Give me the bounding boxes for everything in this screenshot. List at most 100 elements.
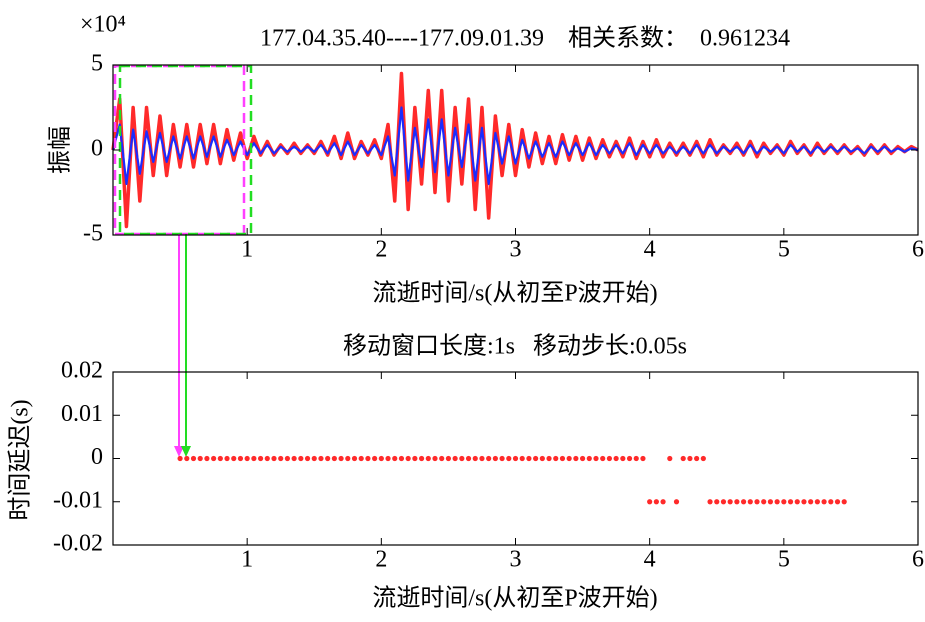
y-tick-label: 0.01 [61, 401, 103, 427]
delay-point [197, 455, 203, 462]
x-tick-label: 1 [241, 237, 253, 263]
delay-point [774, 499, 780, 505]
delay-point [613, 455, 619, 462]
delay-point [439, 455, 445, 462]
delay-point [432, 455, 438, 462]
delay-point [452, 455, 458, 462]
delay-point [177, 455, 183, 462]
delay-point [526, 455, 532, 462]
delay-point [264, 455, 270, 462]
delay-point [714, 499, 720, 505]
delay-point [834, 499, 841, 505]
delay-point [465, 455, 472, 462]
delay-point [808, 499, 814, 505]
delay-point [257, 455, 264, 462]
delay-point [405, 455, 411, 462]
delay-point [512, 455, 519, 462]
delay-point [217, 455, 223, 462]
delay-point [372, 455, 378, 462]
delay-point [700, 455, 706, 462]
delay-point [647, 499, 653, 505]
arrow-head [181, 446, 191, 457]
x-axis-label: 流逝时间/s(从初至P波开始) [372, 280, 657, 307]
delay-point [680, 455, 686, 462]
delay-point [318, 455, 324, 462]
delay-point [304, 455, 311, 462]
delay-point [499, 455, 505, 462]
delay-point [385, 455, 391, 462]
delay-point [472, 455, 478, 462]
delay-point [231, 455, 237, 462]
delay-point [600, 455, 606, 462]
y-tick-label: 0 [91, 444, 103, 470]
delay-point [559, 455, 566, 462]
y-axis-label: 时间延迟(s) [7, 399, 34, 520]
delay-point [244, 455, 250, 462]
delay-point [673, 499, 680, 505]
delay-point [418, 455, 425, 462]
delay-point [184, 455, 190, 462]
delay-point [626, 455, 633, 462]
delay-point [539, 455, 545, 462]
delay-point [486, 455, 492, 462]
delay-point [398, 455, 405, 462]
delay-point [606, 455, 613, 462]
delay-point [747, 499, 753, 505]
y-tick-label: -5 [83, 221, 103, 247]
delay-point [821, 499, 827, 505]
delay-point [546, 455, 552, 462]
x-tick-label: 4 [644, 547, 656, 573]
delay-point [325, 455, 331, 462]
delay-point [338, 455, 344, 462]
delay-point [311, 455, 317, 462]
delay-point [519, 455, 525, 462]
delay-point [801, 499, 807, 505]
delay-point [553, 455, 559, 462]
delay-point [358, 455, 364, 462]
x-tick-label: 5 [778, 237, 790, 263]
delay-point [734, 499, 740, 505]
delay-point [593, 455, 599, 462]
waveform-line [111, 106, 919, 186]
y-tick-label: 0.02 [61, 358, 103, 384]
y-tick-label: -0.01 [53, 487, 103, 513]
delay-point [566, 455, 572, 462]
delay-point [694, 455, 700, 462]
delay-point [814, 499, 820, 505]
delay-point [345, 455, 351, 462]
delay-point [224, 455, 230, 462]
x-tick-label: 2 [375, 547, 387, 573]
x-tick-label: 4 [644, 237, 656, 263]
delay-point [573, 455, 579, 462]
delay-point [761, 499, 767, 505]
delay-point [331, 455, 337, 462]
delay-point [237, 455, 244, 462]
delay-point [445, 455, 452, 462]
plot-area [113, 65, 918, 235]
delay-point [620, 455, 626, 462]
delay-point [291, 455, 297, 462]
delay-point [720, 499, 727, 505]
delay-point [687, 455, 693, 462]
delay-point [841, 499, 847, 505]
delay-point [392, 455, 398, 462]
delay-point [586, 455, 592, 462]
delay-point [633, 455, 639, 462]
delay-point [740, 499, 747, 505]
y-multiplier: ×10⁴ [80, 12, 126, 38]
annotation-layer [113, 64, 253, 457]
chart-title: 移动窗口长度:1s 移动步长:0.05s [343, 333, 687, 360]
y-tick-label: 5 [91, 51, 103, 77]
delay-point [653, 499, 659, 505]
delay-point [533, 455, 539, 462]
waveform-line [111, 71, 919, 229]
delay-point [506, 455, 512, 462]
delay-point [579, 455, 586, 462]
delay-point [284, 455, 291, 462]
x-tick-label: 1 [241, 547, 253, 573]
delay-point [298, 455, 304, 462]
delay-point [754, 499, 760, 505]
delay-point [278, 455, 284, 462]
plot-frame [112, 64, 919, 236]
